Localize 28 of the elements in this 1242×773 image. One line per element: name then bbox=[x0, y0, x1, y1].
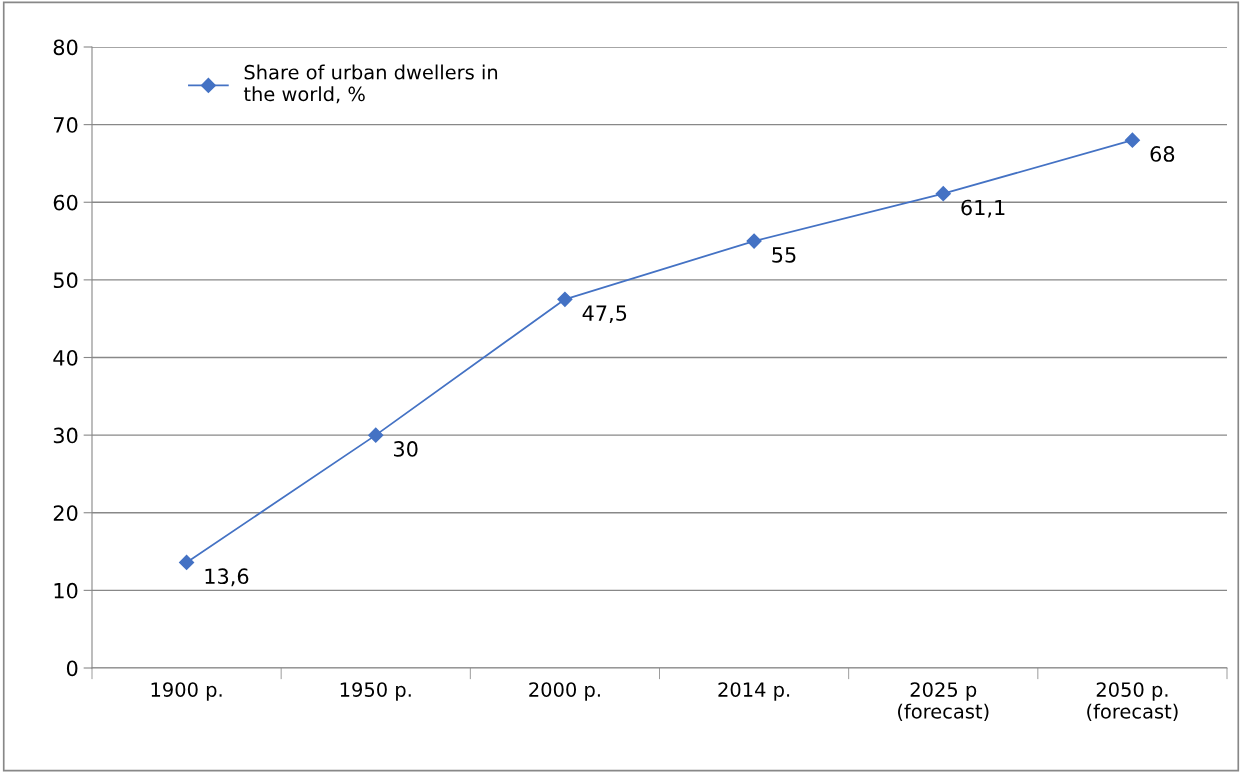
x-tick-label: 2000 p. bbox=[529, 682, 600, 701]
data-label: 68 bbox=[1150, 146, 1175, 162]
y-tick-label: 50 bbox=[53, 272, 78, 289]
point bbox=[557, 291, 573, 307]
x-tick-label: 2025 p (forecast) bbox=[898, 682, 989, 721]
y-tick-label: 70 bbox=[54, 117, 78, 133]
data-label: 13,6 bbox=[205, 568, 249, 587]
point bbox=[368, 427, 384, 443]
data-label: 47,5 bbox=[582, 305, 627, 324]
legend-label: Share of urban dwellers in the world, % bbox=[243, 64, 498, 104]
point bbox=[179, 554, 195, 571]
x-tick-label: 2014 p. bbox=[718, 682, 790, 701]
y-tick-label: 0 bbox=[66, 660, 78, 677]
x-tick-label: 1900 p. bbox=[151, 682, 222, 701]
y-tick-label: 60 bbox=[53, 194, 78, 211]
data-label: 61,1 bbox=[961, 199, 1005, 218]
point bbox=[1124, 132, 1140, 148]
data-label: 30 bbox=[394, 441, 418, 457]
y-tick-label: 80 bbox=[53, 39, 78, 56]
x-tick-label: 2050 p. (forecast) bbox=[1087, 682, 1178, 721]
data-label: 55 bbox=[772, 247, 796, 263]
y-tick-label: 10 bbox=[54, 582, 78, 599]
y-tick-label: 30 bbox=[53, 427, 78, 444]
point bbox=[746, 233, 762, 249]
point bbox=[935, 186, 951, 202]
x-tick-label: 1950 p. bbox=[340, 682, 411, 701]
y-tick-label: 40 bbox=[53, 349, 78, 366]
y-tick-label: 20 bbox=[53, 505, 78, 521]
